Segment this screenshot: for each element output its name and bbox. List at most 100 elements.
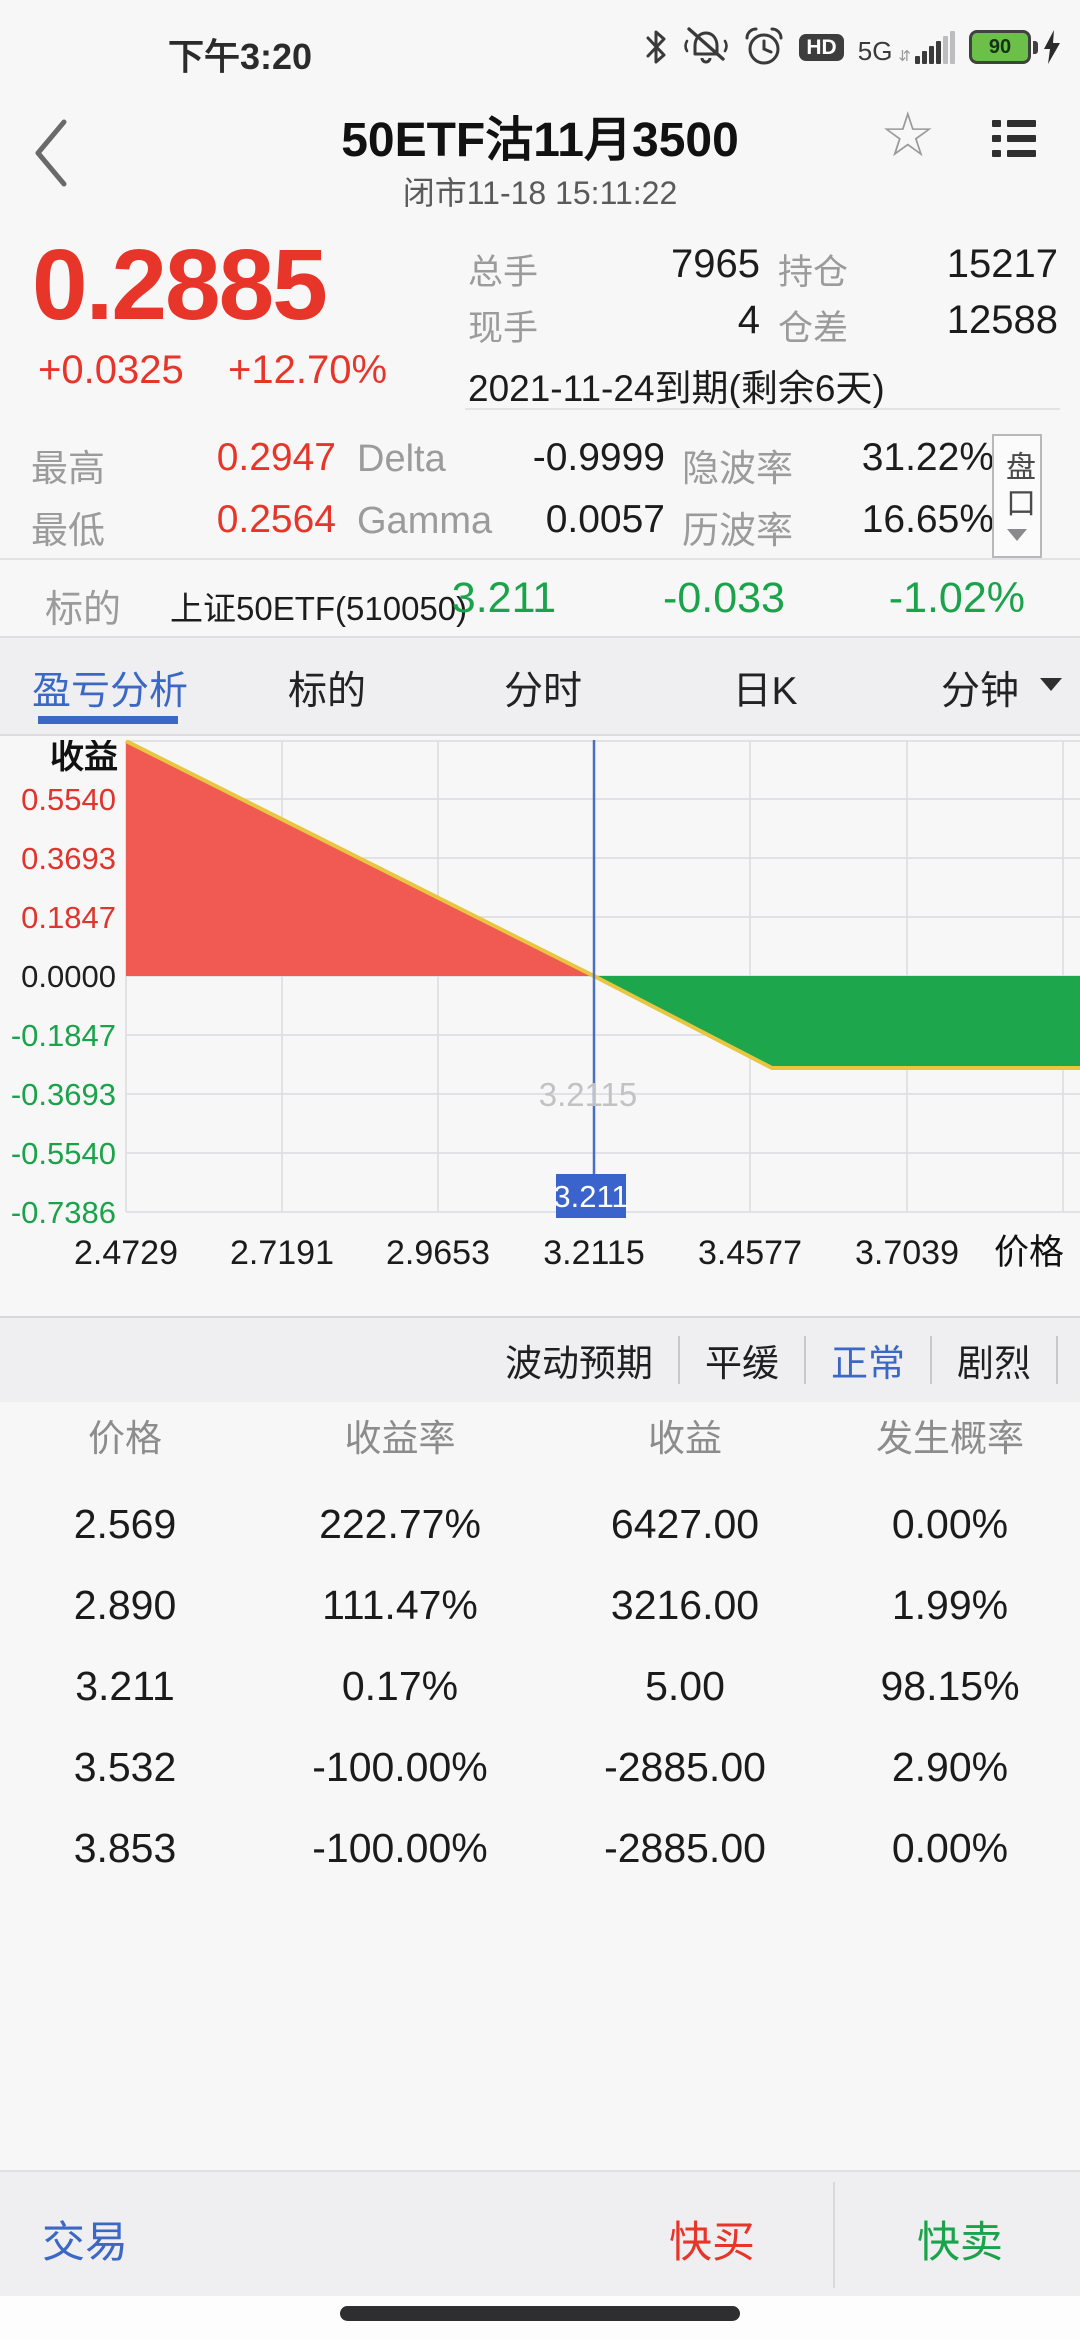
- underlying-label: 标的: [45, 589, 122, 631]
- separator: [804, 1336, 806, 1384]
- scenario-table: 2.569 222.77% 6427.00 0.00% 2.890 111.47…: [0, 1484, 1080, 1889]
- col-header-price: 价格: [88, 1418, 162, 1459]
- loss-area: [594, 976, 1080, 1068]
- tab-minute[interactable]: 分钟: [940, 670, 1020, 713]
- divider: [0, 558, 1080, 560]
- tab-underlying[interactable]: 标的: [287, 670, 367, 713]
- page-title: 50ETF沽11月3500: [341, 114, 739, 167]
- scenario-table-header: 价格 收益率 收益 发生概率: [0, 1408, 1080, 1460]
- delta-label: Delta: [357, 438, 446, 480]
- table-row: 3.532 -100.00% -2885.00 2.90%: [0, 1727, 1080, 1808]
- underlying-change: -0.033: [663, 574, 785, 622]
- bottom-action-bar: 交易 快买 快卖: [0, 2170, 1080, 2298]
- stat-label: 持仓: [778, 253, 849, 292]
- quick-sell-button[interactable]: 快卖: [917, 2219, 1003, 2267]
- tab-bar: 盈亏分析 标的 分时 日K 分钟: [0, 636, 1080, 736]
- y-axis-title: 收益: [50, 740, 118, 776]
- hv-value: 16.65%: [861, 498, 994, 541]
- trade-button[interactable]: 交易: [42, 2219, 128, 2267]
- volatility-option-violent[interactable]: 剧烈: [957, 1343, 1031, 1384]
- greeks-block: 最高 0.2947 Delta -0.9999 隐波率 31.22% 最低 0.…: [0, 420, 1080, 560]
- stat-value: 4: [737, 298, 760, 342]
- col-header-probability: 发生概率: [876, 1418, 1024, 1459]
- x-tick: 2.4729: [74, 1234, 178, 1272]
- divider: [465, 408, 1060, 410]
- tab-daily-k[interactable]: 日K: [732, 670, 798, 713]
- quick-buy-button[interactable]: 快买: [669, 2219, 755, 2267]
- volatility-bar: 波动预期 平缓 正常 剧烈: [0, 1316, 1080, 1402]
- tab-dropdown-caret-icon[interactable]: [1040, 678, 1062, 691]
- signal-icon: 5G ⇵: [857, 30, 955, 66]
- mute-vibrate-icon: [684, 27, 729, 64]
- underlying-change-pct: -1.02%: [888, 574, 1025, 622]
- hd-badge: HD: [799, 33, 844, 61]
- price-marker-box[interactable]: [556, 1174, 626, 1218]
- price-change: +0.0325: [38, 348, 184, 392]
- y-tick: -0.3693: [11, 1077, 116, 1112]
- separator: [678, 1336, 680, 1384]
- table-row: 3.853 -100.00% -2885.00 0.00%: [0, 1808, 1080, 1889]
- battery-icon: 90: [969, 30, 1062, 64]
- market-status: 闭市11-18 15:11:22: [402, 175, 678, 211]
- separator: [1056, 1336, 1058, 1384]
- battery-level: 90: [988, 35, 1012, 58]
- tab-pnl-analysis[interactable]: 盈亏分析: [31, 670, 189, 713]
- cell-return: -100.00%: [312, 1744, 488, 1790]
- pnl-chart[interactable]: 3.2115 3.211 收益 0.5540 0.3693 0.1847 0.0…: [0, 740, 1080, 1300]
- y-tick: 0.3693: [21, 841, 116, 876]
- last-price: 0.2885: [32, 229, 328, 341]
- x-tick: 2.9653: [386, 1234, 490, 1272]
- low-value: 0.2564: [216, 498, 336, 541]
- price-marker-watermark: 3.2115: [539, 1076, 637, 1113]
- cell-price: 2.569: [73, 1501, 177, 1547]
- quote-block: 0.2885 +0.0325 +12.70% 总手 7965 持仓 15217 …: [0, 220, 1080, 420]
- low-label: 最低: [31, 510, 105, 551]
- volatility-label: 波动预期: [505, 1343, 653, 1384]
- col-header-profit: 收益: [648, 1418, 722, 1459]
- table-row: 2.890 111.47% 3216.00 1.99%: [0, 1565, 1080, 1646]
- cell-profit: 3216.00: [610, 1582, 760, 1628]
- gesture-area: [0, 2296, 1080, 2340]
- y-tick: -0.1847: [11, 1018, 116, 1053]
- y-tick: -0.5540: [11, 1136, 116, 1171]
- table-row: 3.211 0.17% 5.00 98.15%: [0, 1646, 1080, 1727]
- menu-list-icon[interactable]: [992, 120, 1036, 157]
- favorite-star-icon[interactable]: ☆: [880, 101, 936, 170]
- underlying-name: 上证50ETF(510050): [170, 590, 468, 627]
- price-change-pct: +12.70%: [228, 348, 388, 392]
- stat-label: 总手: [468, 253, 539, 292]
- y-tick: -0.7386: [11, 1195, 116, 1230]
- y-tick: 0.1847: [21, 900, 116, 935]
- active-tab-underline: [38, 716, 178, 724]
- high-label: 最高: [31, 448, 105, 489]
- network-label: 5G: [857, 35, 893, 66]
- orderbook-caret-icon: [1007, 529, 1027, 541]
- cell-return: 111.47%: [322, 1582, 478, 1628]
- stat-value: 12588: [946, 298, 1058, 342]
- volatility-option-calm[interactable]: 平缓: [705, 1343, 779, 1384]
- back-icon[interactable]: [32, 118, 72, 188]
- cell-profit: 6427.00: [610, 1501, 760, 1547]
- cell-probability: 2.90%: [891, 1744, 1009, 1790]
- gamma-value: 0.0057: [545, 498, 665, 541]
- home-indicator[interactable]: [340, 2306, 740, 2321]
- cell-return: -100.00%: [312, 1825, 488, 1871]
- cell-profit: -2885.00: [604, 1825, 766, 1871]
- stat-label: 现手: [468, 309, 539, 348]
- underlying-row[interactable]: 标的 上证50ETF(510050) 3.211 -0.033 -1.02%: [0, 562, 1080, 636]
- cell-probability: 0.00%: [891, 1501, 1009, 1547]
- iv-value: 31.22%: [861, 436, 994, 479]
- cell-price: 3.211: [75, 1663, 175, 1709]
- underlying-price: 3.211: [451, 574, 557, 622]
- alarm-icon: [745, 27, 783, 65]
- high-value: 0.2947: [216, 436, 336, 479]
- col-header-return: 收益率: [344, 1418, 456, 1459]
- separator: [833, 2182, 835, 2288]
- y-tick: 0.0000: [21, 959, 116, 994]
- orderbook-button[interactable]: 盘口: [992, 434, 1042, 558]
- expiry-text: 2021-11-24到期(剩余6天): [468, 368, 885, 409]
- cell-profit: 5.00: [645, 1663, 725, 1709]
- volatility-option-normal[interactable]: 正常: [831, 1343, 905, 1384]
- tab-intraday[interactable]: 分时: [503, 670, 583, 713]
- cell-price: 3.532: [73, 1744, 177, 1790]
